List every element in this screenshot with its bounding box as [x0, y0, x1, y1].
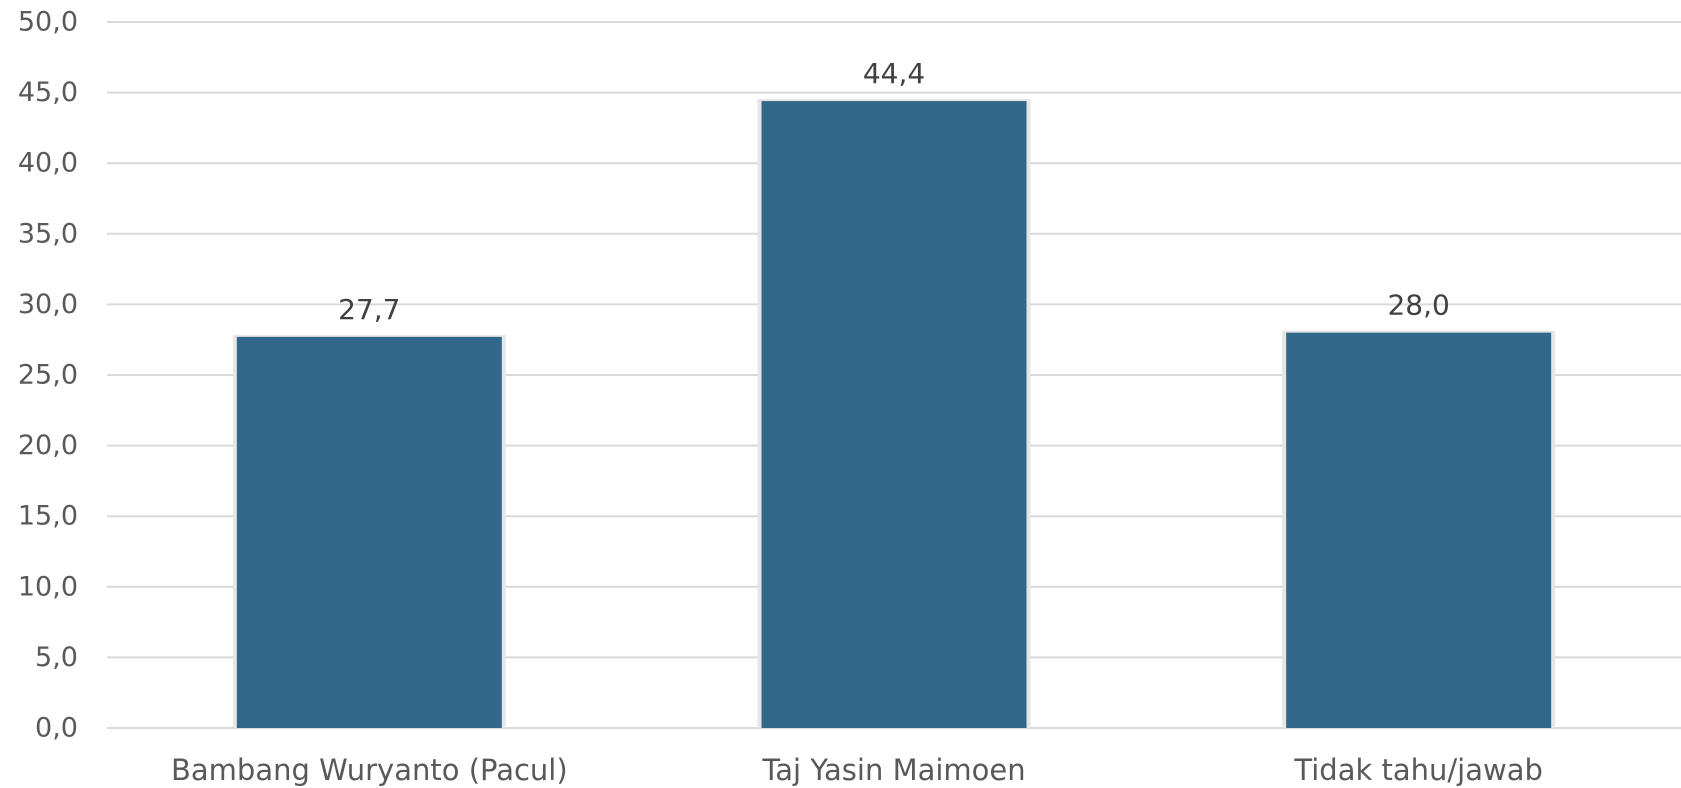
- y-tick-label: 35,0: [18, 218, 78, 249]
- x-category-label: Taj Yasin Maimoen: [761, 753, 1025, 787]
- data-label: 44,4: [863, 57, 925, 90]
- data-label: 27,7: [338, 293, 400, 326]
- y-tick-label: 50,0: [18, 7, 78, 38]
- bar: [236, 336, 502, 728]
- data-labels: 27,7 44,4 28,0: [338, 57, 1450, 326]
- y-axis-tick-labels: 0,0 5,0 10,0 15,0 20,0 25,0 30,0 35,0 40,0 45,0 50…: [18, 7, 78, 744]
- bar: [761, 101, 1027, 728]
- data-label: 28,0: [1387, 289, 1449, 322]
- y-tick-label: 20,0: [18, 430, 78, 461]
- y-tick-label: 5,0: [35, 642, 78, 673]
- x-category-label: Tidak tahu/jawab: [1293, 753, 1542, 787]
- bar: [1286, 332, 1552, 728]
- y-tick-label: 30,0: [18, 289, 78, 320]
- y-tick-label: 0,0: [35, 713, 78, 744]
- y-tick-label: 15,0: [18, 501, 78, 532]
- y-tick-label: 40,0: [18, 148, 78, 179]
- y-tick-label: 10,0: [18, 571, 78, 602]
- y-tick-label: 25,0: [18, 360, 78, 391]
- x-category-label: Bambang Wuryanto (Pacul): [171, 753, 568, 787]
- y-tick-label: 45,0: [18, 77, 78, 108]
- bars: [232, 99, 1556, 728]
- x-axis-category-labels: Bambang Wuryanto (Pacul) Taj Yasin Maimoe…: [171, 753, 1543, 787]
